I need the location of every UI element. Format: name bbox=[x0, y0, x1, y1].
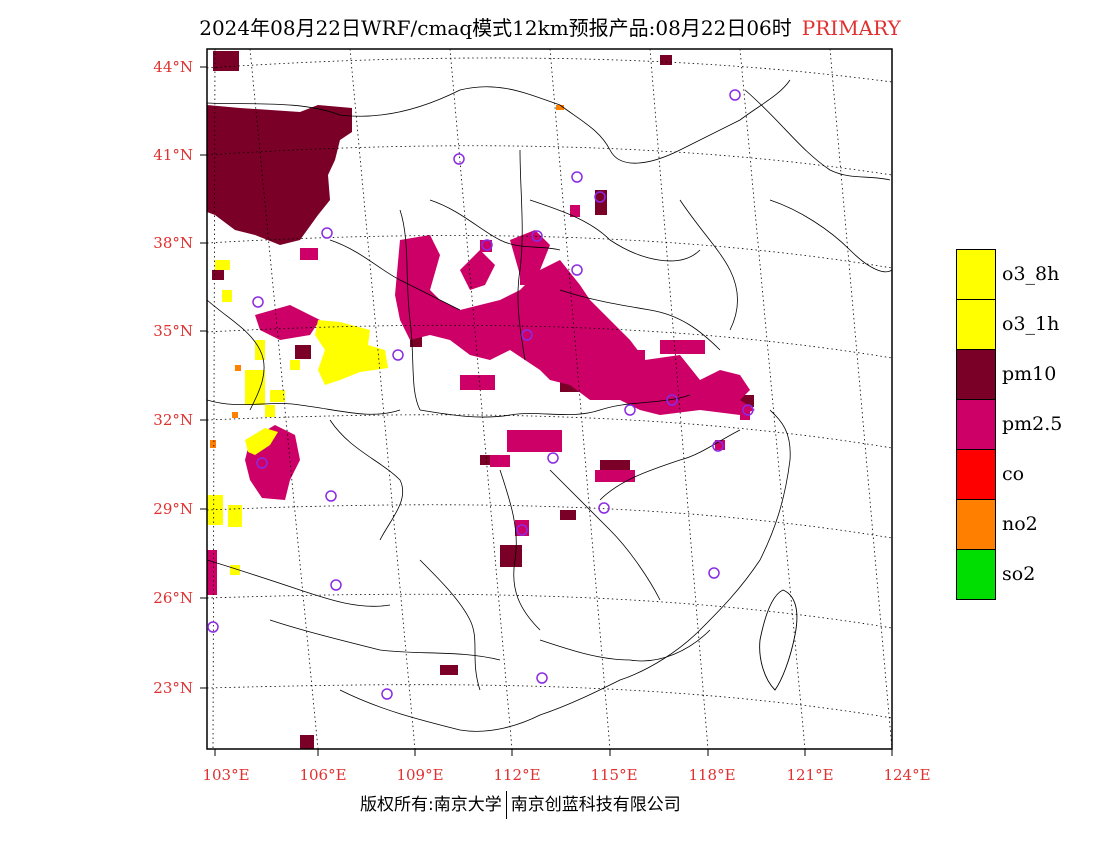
station-marker bbox=[666, 394, 678, 406]
title-tag: PRIMARY bbox=[801, 16, 901, 40]
station-marker bbox=[708, 567, 720, 579]
station-marker bbox=[516, 524, 528, 536]
latitude-labels: 44°N 41°N 38°N 35°N 32°N 29°N 26°N 23°N bbox=[153, 58, 193, 697]
station-marker bbox=[571, 171, 583, 183]
lon-label: 103°E bbox=[202, 766, 249, 784]
lat-label: 32°N bbox=[153, 411, 193, 429]
footer-divider bbox=[505, 791, 507, 819]
axis-ticks bbox=[200, 66, 893, 756]
station-marker bbox=[598, 502, 610, 514]
station-marker bbox=[742, 404, 754, 416]
legend-swatch bbox=[956, 399, 996, 450]
legend-label: so2 bbox=[1002, 563, 1036, 585]
lat-label: 38°N bbox=[153, 234, 193, 252]
station-marker bbox=[207, 621, 219, 633]
pm25-area bbox=[207, 205, 755, 595]
longitude-labels: 103°E 106°E 109°E 112°E 115°E 118°E 121°… bbox=[202, 766, 930, 784]
legend-label: o3_1h bbox=[1002, 313, 1060, 335]
title-main: 2024年08月22日WRF/cmaq模式12km预报产品:08月22日06时 bbox=[199, 16, 792, 40]
station-marker bbox=[321, 227, 333, 239]
legend-swatch bbox=[956, 549, 996, 600]
legend-label: co bbox=[1002, 463, 1025, 485]
station-marker bbox=[252, 296, 264, 308]
legend-swatch bbox=[956, 449, 996, 500]
lon-label: 124°E bbox=[883, 766, 930, 784]
station-marker bbox=[571, 264, 583, 276]
lat-label: 29°N bbox=[153, 500, 193, 518]
map-title: 2024年08月22日WRF/cmaq模式12km预报产品:08月22日06时 P… bbox=[0, 12, 1100, 41]
station-marker bbox=[381, 688, 393, 700]
station-marker bbox=[594, 191, 606, 203]
lon-label: 109°E bbox=[396, 766, 443, 784]
station-marker bbox=[729, 89, 741, 101]
legend-swatch bbox=[956, 499, 996, 550]
no2-area bbox=[210, 105, 564, 448]
station-marker bbox=[453, 153, 465, 165]
legend-label: pm10 bbox=[1002, 363, 1057, 385]
station-marker bbox=[712, 440, 724, 452]
station-marker bbox=[624, 404, 636, 416]
lon-label: 106°E bbox=[299, 766, 346, 784]
lon-label: 115°E bbox=[590, 766, 637, 784]
station-markers bbox=[207, 89, 754, 700]
station-marker bbox=[481, 239, 493, 251]
station-marker bbox=[531, 230, 543, 242]
station-marker bbox=[392, 349, 404, 361]
legend-swatch bbox=[956, 349, 996, 400]
taiwan-outline bbox=[759, 589, 798, 691]
station-marker bbox=[330, 579, 342, 591]
lat-label: 44°N bbox=[153, 58, 193, 76]
lat-label: 26°N bbox=[153, 589, 193, 607]
lon-label: 121°E bbox=[786, 766, 833, 784]
lon-label: 112°E bbox=[493, 766, 540, 784]
station-marker bbox=[536, 672, 548, 684]
legend-label: pm2.5 bbox=[1002, 413, 1063, 435]
lon-label: 118°E bbox=[688, 766, 735, 784]
province-borders bbox=[207, 79, 892, 732]
station-marker bbox=[521, 329, 533, 341]
copyright-right: 南京创蓝科技有限公司 bbox=[510, 795, 681, 815]
lat-label: 35°N bbox=[153, 322, 193, 340]
legend-swatch bbox=[956, 249, 996, 300]
copyright-footer: 版权所有:南京大学 南京创蓝科技有限公司 bbox=[360, 790, 681, 819]
legend-swatch bbox=[956, 299, 996, 350]
lat-label: 23°N bbox=[153, 679, 193, 697]
legend-label: o3_8h bbox=[1002, 263, 1060, 285]
graticule bbox=[207, 49, 892, 749]
station-marker bbox=[547, 452, 559, 464]
station-marker bbox=[256, 457, 268, 469]
legend-label: no2 bbox=[1002, 513, 1038, 535]
copyright-left: 版权所有:南京大学 bbox=[360, 795, 502, 815]
station-marker bbox=[325, 490, 337, 502]
lat-label: 41°N bbox=[153, 146, 193, 164]
map-frame bbox=[206, 48, 893, 750]
